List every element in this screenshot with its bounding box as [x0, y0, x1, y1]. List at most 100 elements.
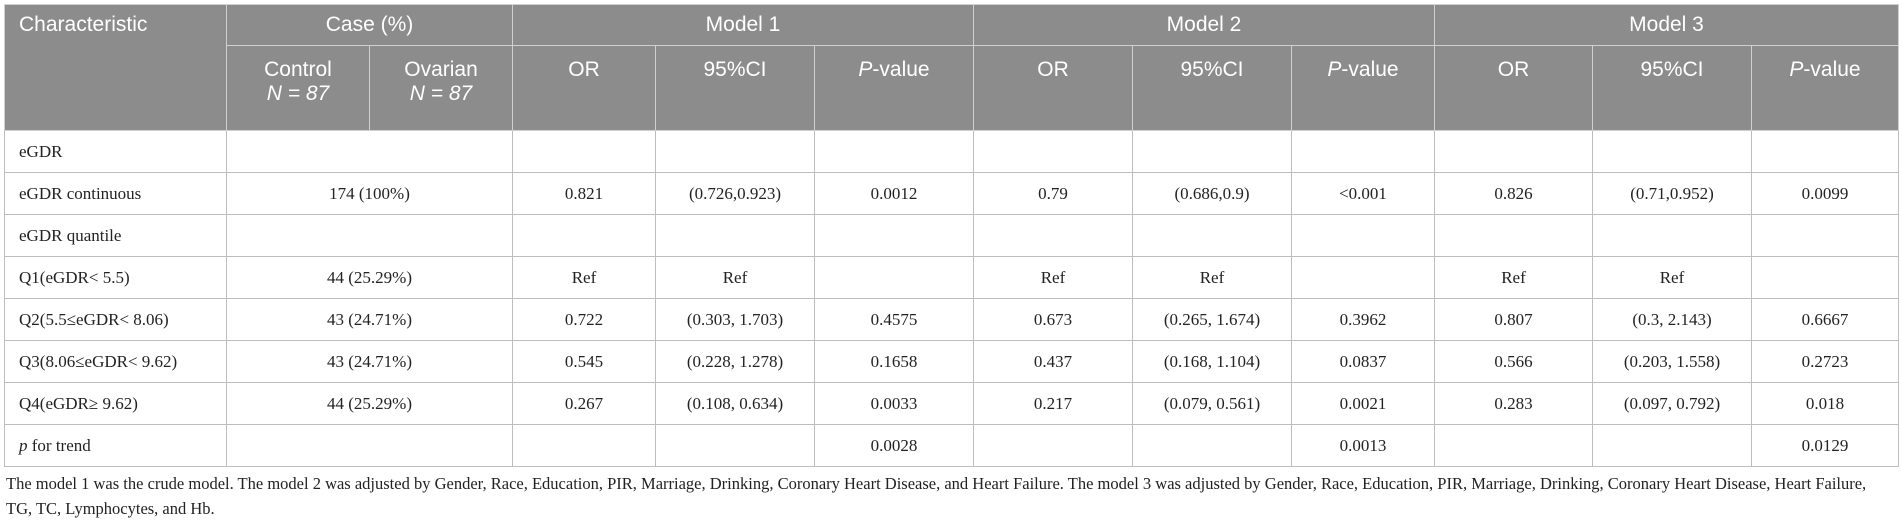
m1-p: 0.0033	[814, 382, 974, 425]
m2-or	[973, 130, 1133, 173]
m3-or: 0.283	[1434, 382, 1593, 425]
m2-p	[1291, 256, 1435, 299]
p-trend-rest: for trend	[27, 435, 91, 455]
m1-p	[814, 256, 974, 299]
m1-or	[512, 424, 656, 467]
m2-ci: (0.265, 1.674)	[1132, 298, 1292, 341]
m3-p	[1751, 214, 1899, 257]
ovarian-n: N = 87	[409, 82, 473, 105]
table-row: eGDR	[4, 130, 1899, 173]
row-label: Q4(eGDR≥ 9.62)	[4, 382, 227, 425]
m2-p	[1291, 130, 1435, 173]
m1-ci: Ref	[655, 256, 815, 299]
m1-p: 0.4575	[814, 298, 974, 341]
m3-ci	[1592, 130, 1752, 173]
m3-or: Ref	[1434, 256, 1593, 299]
m1-ci: (0.303, 1.703)	[655, 298, 815, 341]
m2-p: 0.3962	[1291, 298, 1435, 341]
m3-p: 0.0129	[1751, 424, 1899, 467]
table-row: eGDR continuous 174 (100%) 0.821 (0.726,…	[4, 172, 1899, 215]
col-m3-or: OR	[1434, 45, 1593, 131]
row-label: eGDR	[4, 130, 227, 173]
results-table-container: Characteristic Case (%) Model 1 Model 2 …	[4, 4, 1899, 521]
m1-p: 0.1658	[814, 340, 974, 383]
m1-or: 0.821	[512, 172, 656, 215]
m1-ci: (0.108, 0.634)	[655, 382, 815, 425]
p-rest: -value	[872, 58, 930, 81]
header-row-1: Characteristic Case (%) Model 1 Model 2 …	[4, 4, 1899, 131]
table-row: eGDR quantile	[4, 214, 1899, 257]
col-m1-or: OR	[512, 45, 656, 131]
p-rest: -value	[1341, 58, 1399, 81]
case-cell	[226, 130, 513, 173]
m2-ci	[1132, 214, 1292, 257]
m1-or	[512, 214, 656, 257]
m2-ci: (0.686,0.9)	[1132, 172, 1292, 215]
m1-p	[814, 130, 974, 173]
m3-p: 0.6667	[1751, 298, 1899, 341]
col-model3: Model 3	[1434, 4, 1899, 46]
col-case-pct: Case (%)	[226, 4, 513, 46]
row-label: eGDR continuous	[4, 172, 227, 215]
m2-or: 0.673	[973, 298, 1133, 341]
m2-p: 0.0013	[1291, 424, 1435, 467]
case-cell	[226, 424, 513, 467]
p-trend-italic: p	[19, 435, 28, 455]
m2-or: 0.79	[973, 172, 1133, 215]
m1-ci	[655, 130, 815, 173]
table-row: Q4(eGDR≥ 9.62) 44 (25.29%) 0.267 (0.108,…	[4, 382, 1899, 425]
m3-ci: (0.203, 1.558)	[1592, 340, 1752, 383]
p-rest: -value	[1803, 58, 1861, 81]
m2-p	[1291, 214, 1435, 257]
col-model2: Model 2	[973, 4, 1435, 46]
m3-p	[1751, 256, 1899, 299]
m1-ci	[655, 424, 815, 467]
case-cell: 43 (24.71%)	[226, 298, 513, 341]
case-cell: 44 (25.29%)	[226, 256, 513, 299]
col-model1: Model 1	[512, 4, 974, 46]
m2-p: 0.0837	[1291, 340, 1435, 383]
m2-ci	[1132, 130, 1292, 173]
m2-or: Ref	[973, 256, 1133, 299]
col-ovarian: Ovarian N = 87	[369, 45, 513, 131]
col-m2-or: OR	[973, 45, 1133, 131]
m2-ci: (0.168, 1.104)	[1132, 340, 1292, 383]
table-row: Q1(eGDR< 5.5) 44 (25.29%) Ref Ref Ref Re…	[4, 256, 1899, 299]
m1-ci: (0.726,0.923)	[655, 172, 815, 215]
m3-ci	[1592, 214, 1752, 257]
m1-or	[512, 130, 656, 173]
m2-p: <0.001	[1291, 172, 1435, 215]
col-characteristic: Characteristic	[4, 4, 227, 131]
m3-ci: Ref	[1592, 256, 1752, 299]
header-row-2: Control N = 87 Ovarian N = 87 OR 95%CI P…	[5, 45, 1899, 131]
m1-or: 0.545	[512, 340, 656, 383]
p-italic: P	[1789, 58, 1804, 81]
m2-ci: (0.079, 0.561)	[1132, 382, 1292, 425]
row-label: Q3(8.06≤eGDR< 9.62)	[4, 340, 227, 383]
col-m2-pvalue: P-value	[1291, 45, 1435, 131]
m3-p: 0.018	[1751, 382, 1899, 425]
col-m3-pvalue: P-value	[1751, 45, 1899, 131]
m1-or: 0.267	[512, 382, 656, 425]
m3-ci: (0.097, 0.792)	[1592, 382, 1752, 425]
m2-or: 0.217	[973, 382, 1133, 425]
m2-ci: Ref	[1132, 256, 1292, 299]
table-row: Q2(5.5≤eGDR< 8.06) 43 (24.71%) 0.722 (0.…	[4, 298, 1899, 341]
m3-or	[1434, 214, 1593, 257]
m3-p: 0.2723	[1751, 340, 1899, 383]
p-italic: P	[1327, 58, 1342, 81]
col-m3-ci: 95%CI	[1592, 45, 1752, 131]
m1-p: 0.0028	[814, 424, 974, 467]
m2-ci	[1132, 424, 1292, 467]
m1-ci: (0.228, 1.278)	[655, 340, 815, 383]
m1-p	[814, 214, 974, 257]
p-italic: P	[858, 58, 873, 81]
control-label: Control	[264, 58, 332, 81]
row-label: Q2(5.5≤eGDR< 8.06)	[4, 298, 227, 341]
results-table: Characteristic Case (%) Model 1 Model 2 …	[4, 4, 1899, 467]
m2-p: 0.0021	[1291, 382, 1435, 425]
ovarian-label: Ovarian	[404, 58, 478, 81]
m3-or: 0.566	[1434, 340, 1593, 383]
m3-or	[1434, 130, 1593, 173]
col-m1-ci: 95%CI	[655, 45, 815, 131]
